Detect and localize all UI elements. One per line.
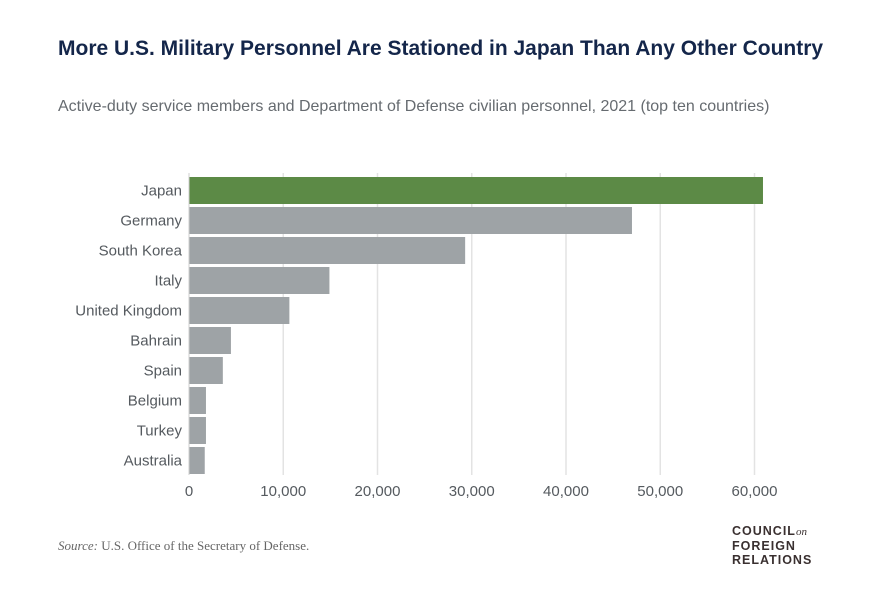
bar-united-kingdom [189,297,290,324]
bar-bahrain [189,327,231,354]
y-tick-label: Bahrain [130,333,182,350]
bar-japan [189,177,763,204]
bar-australia [189,447,205,474]
bar-italy [189,267,330,294]
y-tick-label: Italy [154,273,182,290]
y-tick-label: South Korea [99,243,183,260]
x-tick-label: 10,000 [260,483,306,500]
cfr-logo: COUNCILon FOREIGN RELATIONS [732,524,812,567]
bar-spain [189,357,223,384]
logo-on: on [795,526,807,538]
x-tick-label: 30,000 [449,483,495,500]
bar-south-korea [189,237,466,264]
source-note: Source: U.S. Office of the Secretary of … [58,538,309,554]
x-tick-label: 20,000 [355,483,401,500]
y-tick-label: United Kingdom [75,303,182,320]
y-tick-label: Belgium [128,393,182,410]
bar-turkey [189,417,206,444]
x-tick-label: 50,000 [637,483,683,500]
chart-subtitle: Active-duty service members and Departme… [58,98,770,115]
chart-title: More U.S. Military Personnel Are Station… [58,37,824,60]
source-label: Source: [58,538,98,553]
y-tick-label: Japan [141,183,182,200]
y-tick-label: Australia [124,453,183,470]
x-tick-label: 60,000 [732,483,778,500]
logo-line1: COUNCIL [732,524,796,538]
bar-germany [189,207,632,234]
source-text: U.S. Office of the Secretary of Defense. [97,538,310,553]
logo-line2: FOREIGN [732,539,796,553]
y-tick-label: Turkey [137,423,183,440]
y-tick-label: Spain [144,363,182,380]
x-tick-label: 0 [185,483,193,500]
bar-belgium [189,387,206,414]
logo-line3: RELATIONS [732,553,813,567]
x-tick-label: 40,000 [543,483,589,500]
y-tick-label: Germany [120,213,182,230]
